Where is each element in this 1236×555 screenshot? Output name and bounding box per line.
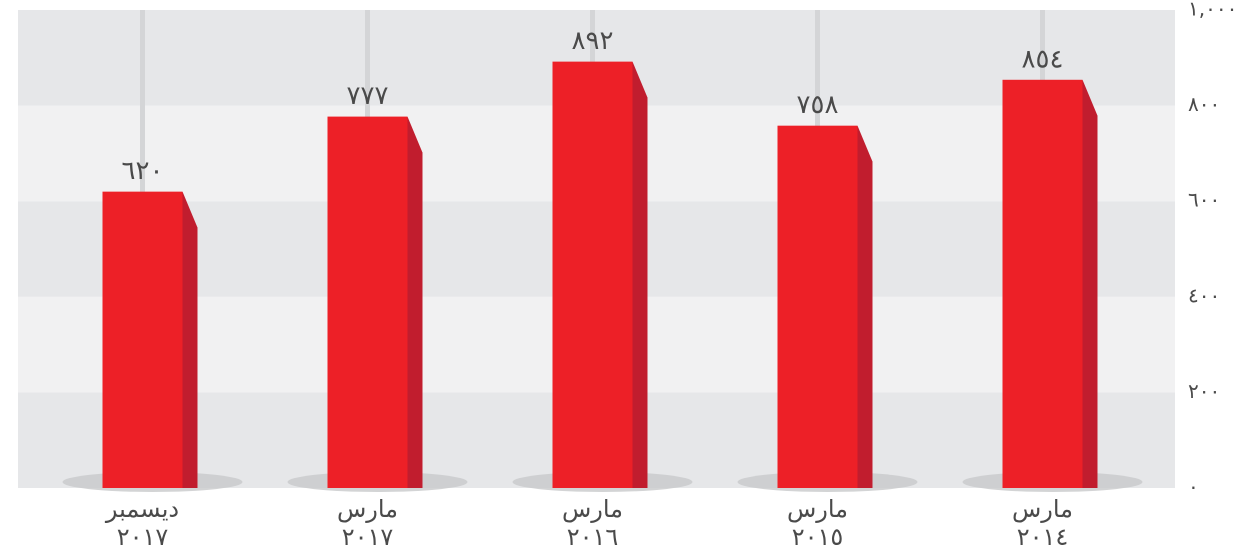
- bar-side: [857, 125, 873, 489]
- bar: [777, 125, 858, 489]
- bar: [552, 61, 633, 489]
- y-tick-label: ١,٠٠٠: [1188, 0, 1236, 21]
- x-tick-label: ٢٠١٦: [567, 523, 619, 551]
- value-label: ٨٥٤: [1022, 44, 1064, 74]
- bar-side: [1082, 79, 1098, 489]
- bar: [102, 191, 183, 488]
- x-tick-label: ديسمبر: [105, 495, 179, 523]
- x-tick-label: مارس: [337, 495, 398, 523]
- x-tick-label: مارس: [562, 495, 623, 523]
- x-tick-label: ٢٠١٤: [1017, 523, 1069, 551]
- x-tick-label: ٢٠١٧: [342, 523, 394, 551]
- bar: [327, 116, 408, 489]
- bar: [1002, 79, 1083, 489]
- bar-side: [182, 191, 198, 488]
- value-label: ٦٢٠: [122, 156, 164, 186]
- x-tick-label: مارس: [787, 495, 848, 523]
- x-tick-label: ٢٠١٥: [792, 523, 844, 551]
- bar-side: [407, 116, 423, 489]
- y-tick-label: ٦٠٠: [1188, 188, 1220, 212]
- x-tick-label: مارس: [1012, 495, 1073, 523]
- y-tick-label: ٠: [1188, 475, 1199, 499]
- value-label: ٧٧٧: [347, 81, 389, 111]
- y-tick-label: ٤٠٠: [1188, 283, 1220, 307]
- y-tick-label: ٨٠٠: [1188, 92, 1220, 116]
- bar-side: [632, 61, 648, 489]
- x-tick-label: ٢٠١٧: [117, 523, 169, 551]
- value-label: ٧٥٨: [797, 90, 839, 120]
- y-tick-label: ٢٠٠: [1188, 379, 1220, 403]
- value-label: ٨٩٢: [572, 26, 614, 56]
